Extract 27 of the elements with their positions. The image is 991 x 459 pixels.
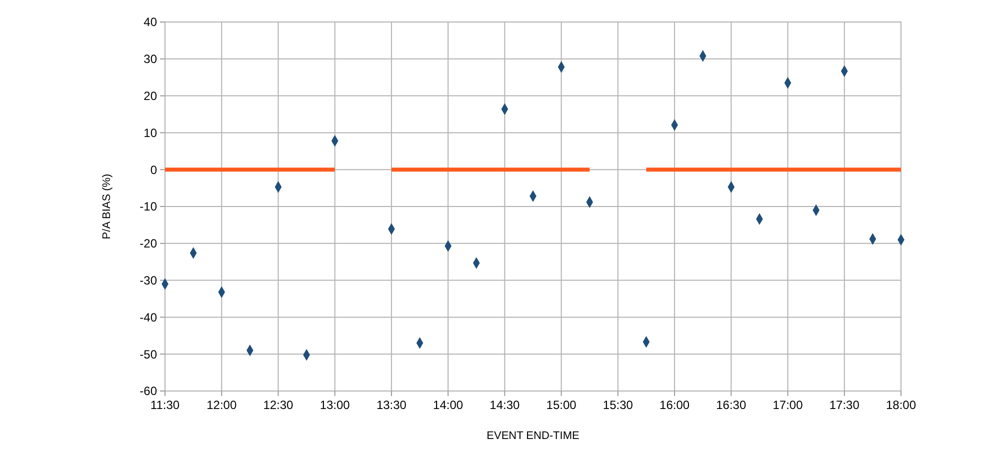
x-tick-label: 16:00 — [660, 398, 690, 412]
y-tick-label: -10 — [140, 200, 158, 214]
x-tick-label: 17:30 — [829, 398, 860, 412]
y-tick-label: 10 — [144, 126, 158, 140]
x-tick-label: 13:00 — [320, 398, 350, 412]
y-tick-label: -30 — [140, 274, 158, 288]
x-tick-label: 15:30 — [602, 398, 634, 412]
x-axis-title: EVENT END-TIME — [486, 430, 580, 442]
y-tick-label: 40 — [144, 15, 158, 30]
x-tick-label: 17:00 — [772, 398, 804, 412]
x-tick-label: 14:30 — [490, 398, 520, 412]
y-axis-title: P/A BIAS (%) — [101, 174, 113, 240]
y-tick-label: -60 — [140, 384, 158, 398]
x-tick-label: 12:30 — [263, 398, 294, 412]
x-tick-label: 18:00 — [886, 398, 916, 412]
y-tick-label: -20 — [140, 236, 158, 251]
y-tick-label: 0 — [150, 162, 158, 177]
x-tick-label: 12:00 — [206, 398, 237, 412]
x-tick-label: 15:00 — [546, 398, 577, 412]
x-tick-label: 13:30 — [376, 398, 407, 412]
y-tick-label: -50 — [140, 347, 158, 362]
y-tick-label: 20 — [144, 89, 158, 103]
x-tick-label: 14:00 — [433, 398, 464, 412]
x-tick-label: 16:30 — [716, 398, 746, 412]
x-tick-label: 11:30 — [150, 398, 180, 412]
y-tick-label: -40 — [140, 310, 158, 324]
y-tick-label: 30 — [144, 52, 158, 66]
